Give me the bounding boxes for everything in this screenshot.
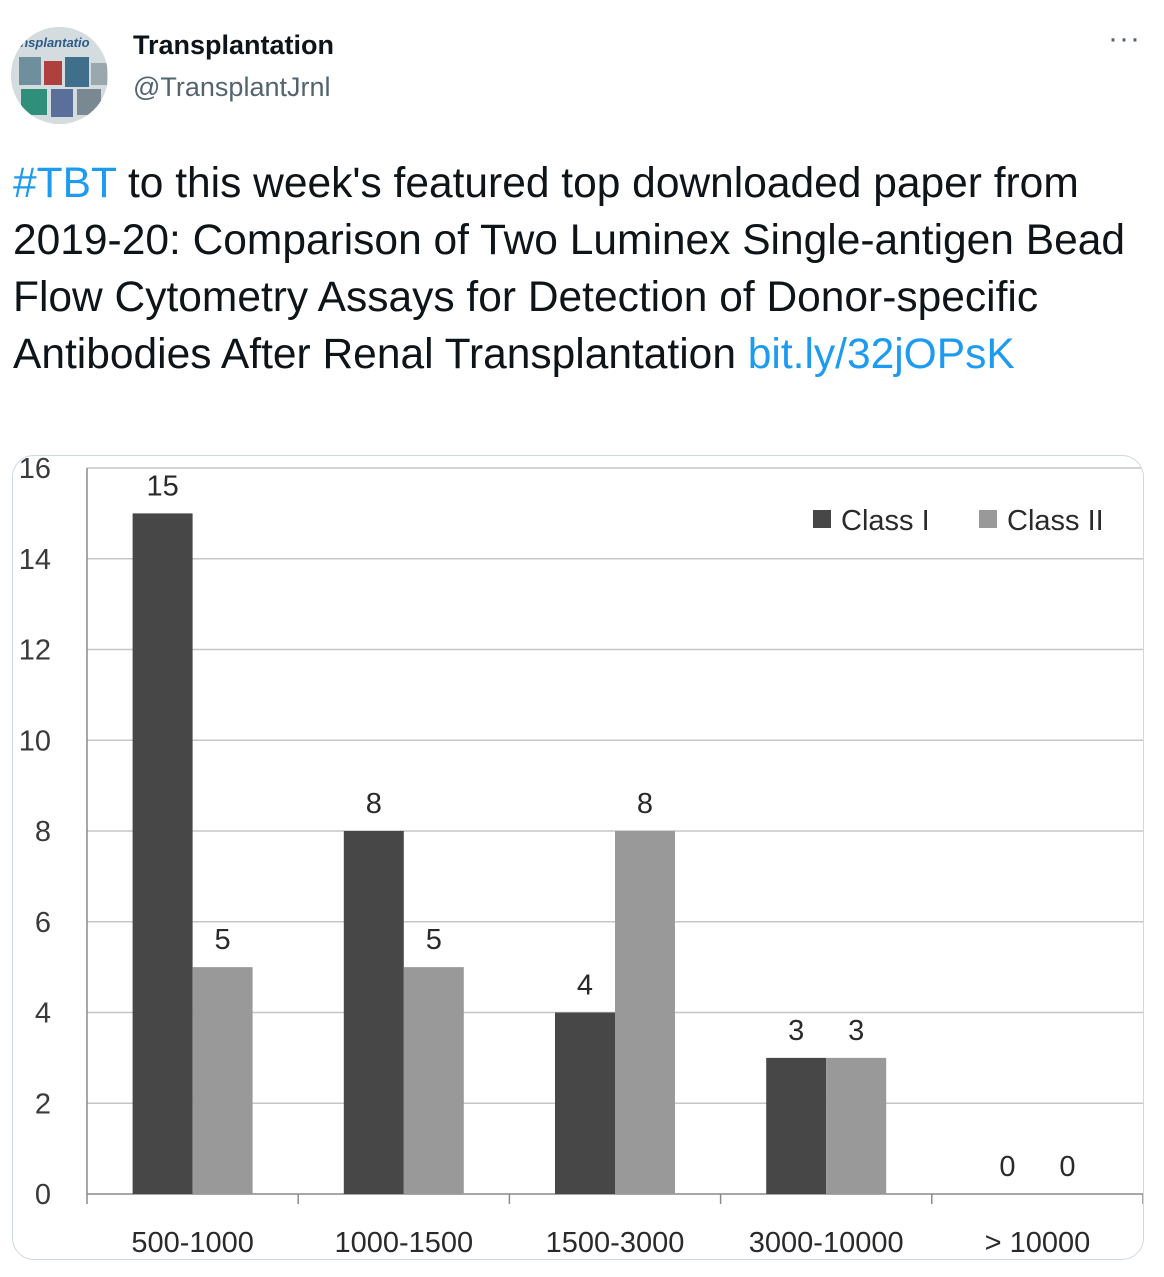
bar: [555, 1012, 615, 1194]
bar: [766, 1057, 827, 1194]
bar: [132, 513, 193, 1194]
y-tick-label: 2: [35, 1088, 51, 1120]
legend-label: Class I: [841, 505, 930, 537]
y-tick-label: 14: [19, 544, 51, 576]
short-link[interactable]: bit.ly/32jOPsK: [747, 331, 1015, 378]
bar: [343, 831, 404, 1194]
bar-chart: 0 2 4 6 8 10 12 14 16 15 5 500-1000 8 5 1000-1500 4 8 150…: [19, 456, 1143, 1259]
legend-swatch: [813, 510, 831, 528]
tweet-body: to this week's featured top downloaded p…: [13, 160, 1125, 378]
data-label: 8: [366, 788, 382, 820]
x-tick-label: 1000-1500: [334, 1227, 473, 1259]
data-label: 0: [999, 1151, 1015, 1183]
y-tick-label: 6: [35, 907, 51, 939]
data-label: 3: [848, 1015, 864, 1047]
data-label: 0: [1059, 1151, 1075, 1183]
data-label: 8: [637, 788, 653, 820]
y-tick-label: 10: [19, 725, 51, 757]
hashtag-link[interactable]: #TBT: [13, 160, 117, 207]
x-tick-label: 500-1000: [131, 1227, 254, 1259]
legend-swatch: [979, 510, 997, 528]
y-tick-label: 12: [19, 635, 51, 667]
data-label: 4: [577, 970, 593, 1002]
avatar[interactable]: ansplantatio: [11, 27, 108, 124]
x-tick-label: 1500-3000: [546, 1227, 685, 1259]
bar: [403, 967, 464, 1194]
y-tick-label: 0: [35, 1179, 51, 1211]
y-tick-label: 8: [35, 816, 51, 848]
data-label: 5: [215, 924, 231, 956]
bar: [826, 1057, 887, 1194]
bar: [192, 967, 253, 1194]
more-options-icon[interactable]: ···: [1108, 22, 1141, 55]
x-tick-label: > 10000: [985, 1227, 1091, 1259]
y-tick-label: 16: [19, 456, 51, 485]
bar: [615, 831, 675, 1194]
data-label: 15: [146, 470, 178, 502]
avatar-wordmark: ansplantatio: [13, 35, 90, 50]
legend-label: Class II: [1007, 505, 1104, 537]
y-tick-label: 4: [35, 998, 51, 1030]
x-tick-label: 3000-10000: [749, 1227, 904, 1259]
data-label: 3: [788, 1015, 804, 1047]
user-handle[interactable]: @TransplantJrnl: [133, 72, 331, 102]
journal-cover-avatar-image: ansplantatio: [11, 27, 108, 124]
display-name[interactable]: Transplantation: [133, 30, 335, 60]
tweet-text: #TBT to this week's featured top downloa…: [13, 155, 1143, 383]
media-card[interactable]: 0 2 4 6 8 10 12 14 16 15 5 500-1000 8 5 1000-1500 4 8 150…: [12, 455, 1144, 1260]
data-label: 5: [426, 924, 442, 956]
